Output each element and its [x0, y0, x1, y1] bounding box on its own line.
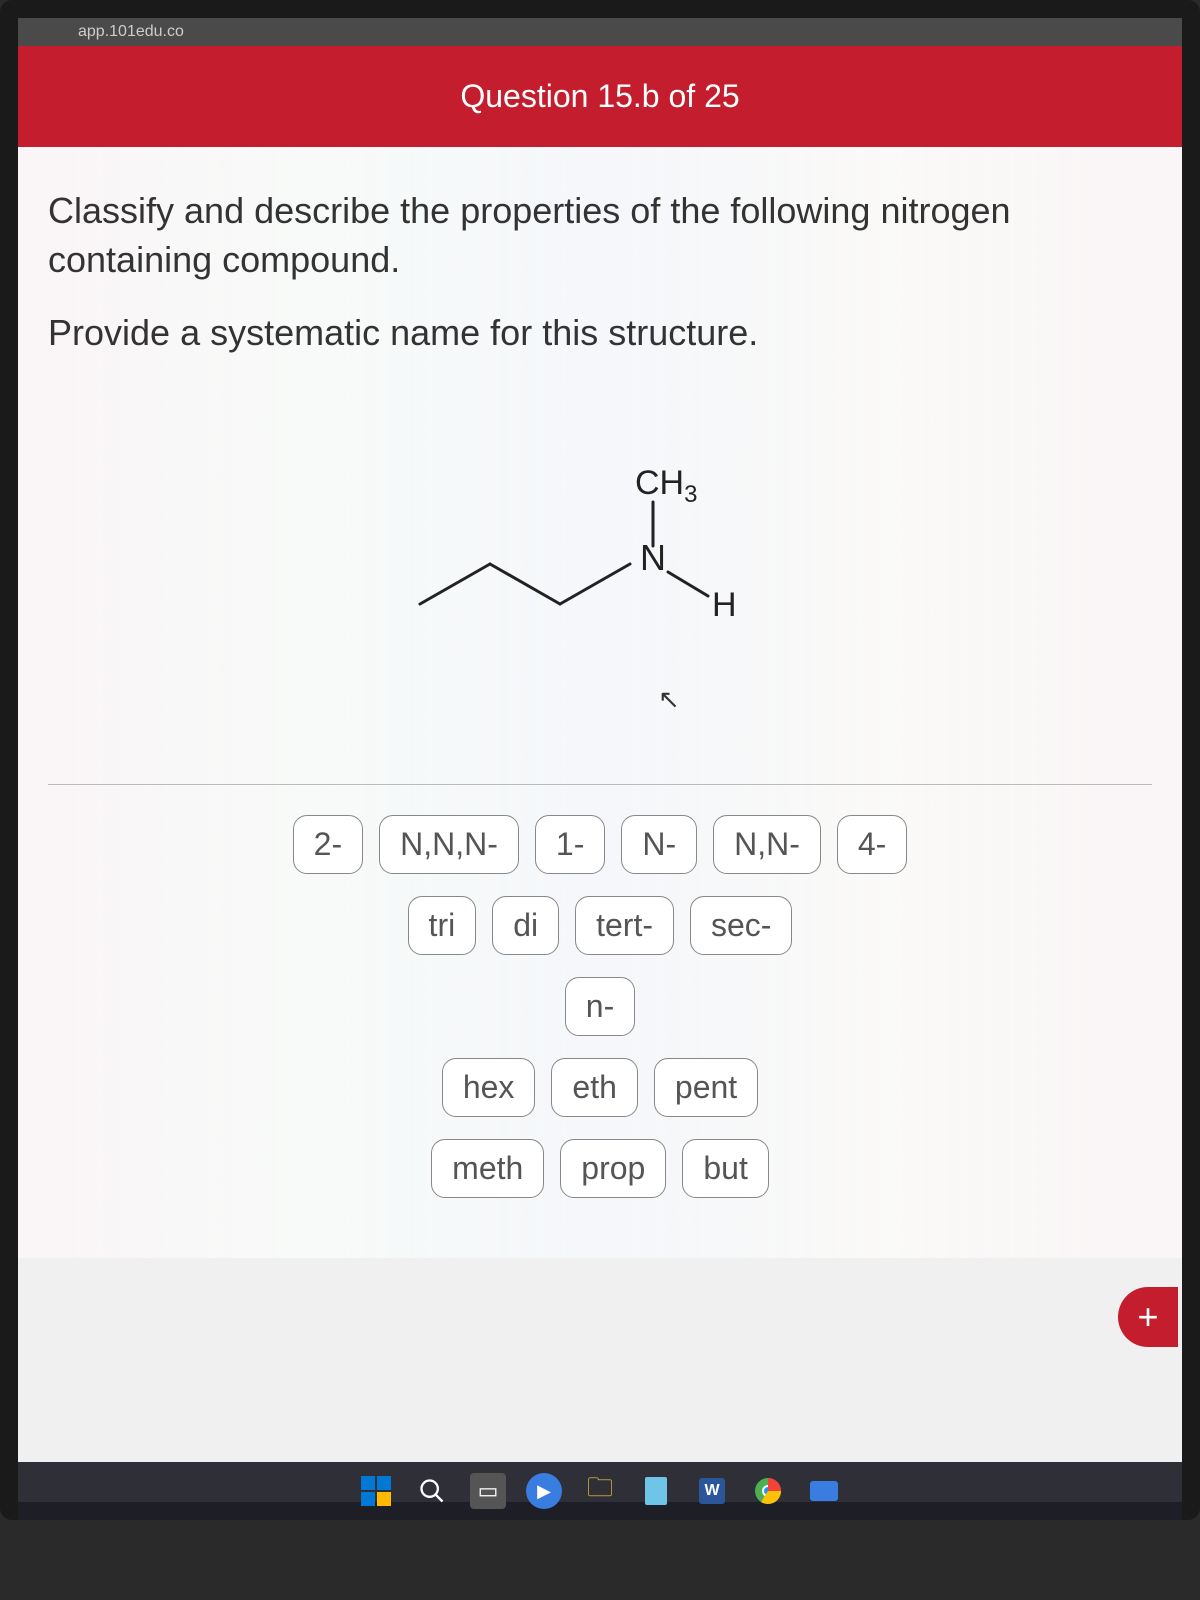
answer-chips-area: 2- N,N,N- 1- N- N,N- 4- tri di tert- sec…	[48, 815, 1152, 1238]
folder-icon: 🗀	[587, 1469, 613, 1513]
windows-icon	[361, 1476, 391, 1506]
chrome-button[interactable]	[750, 1473, 786, 1509]
chip-tri[interactable]: tri	[408, 896, 477, 955]
svg-text:CH3: CH3	[635, 464, 697, 508]
question-number: Question 15.b of 25	[460, 78, 739, 114]
word-button[interactable]: W	[694, 1473, 730, 1509]
chip-n-prefix[interactable]: n-	[565, 977, 635, 1036]
chip-row-4: hex eth pent	[442, 1058, 758, 1117]
chip-nn[interactable]: N,N-	[713, 815, 821, 874]
chip-eth[interactable]: eth	[551, 1058, 637, 1117]
chip-tert[interactable]: tert-	[575, 896, 674, 955]
chip-n[interactable]: N-	[621, 815, 697, 874]
chat-icon: ▶	[537, 1481, 551, 1502]
file-explorer-button[interactable]: 🗀	[582, 1473, 618, 1509]
chip-row-2: tri di tert- sec-	[408, 896, 793, 955]
label-ch: CH	[635, 464, 684, 502]
molecule-svg: CH3 N H	[390, 454, 810, 714]
chip-sec[interactable]: sec-	[690, 896, 792, 955]
add-fab-button[interactable]: +	[1118, 1287, 1178, 1347]
question-text: Classify and describe the properties of …	[48, 187, 1152, 284]
chip-di[interactable]: di	[492, 896, 559, 955]
chip-hex[interactable]: hex	[442, 1058, 536, 1117]
chip-1[interactable]: 1-	[535, 815, 605, 874]
word-icon: W	[699, 1478, 725, 1504]
windows-taskbar: ▭ ▶ 🗀 W	[18, 1462, 1182, 1520]
chip-row-1: 2- N,N,N- 1- N- N,N- 4-	[293, 815, 908, 874]
chemical-structure: CH3 N H ↖	[48, 394, 1152, 774]
search-icon	[418, 1477, 446, 1505]
url-text: app.101edu.co	[78, 23, 184, 41]
notes-icon	[645, 1477, 667, 1505]
task-view-button[interactable]: ▭	[470, 1473, 506, 1509]
chat-button[interactable]: ▶	[526, 1473, 562, 1509]
start-button[interactable]	[358, 1473, 394, 1509]
chip-row-3: n-	[565, 977, 635, 1036]
search-button[interactable]	[414, 1473, 450, 1509]
chip-row-5: meth prop but	[431, 1139, 769, 1198]
cursor-icon: ↖	[658, 684, 680, 715]
camera-icon	[810, 1481, 838, 1501]
chip-nnn[interactable]: N,N,N-	[379, 815, 519, 874]
camera-button[interactable]	[806, 1473, 842, 1509]
notes-button[interactable]	[638, 1473, 674, 1509]
content-area: Classify and describe the properties of …	[18, 147, 1182, 1258]
chip-meth[interactable]: meth	[431, 1139, 544, 1198]
question-header: Question 15.b of 25	[18, 46, 1182, 147]
label-n: N	[640, 537, 666, 578]
label-h: H	[712, 586, 737, 624]
chip-prop[interactable]: prop	[560, 1139, 666, 1198]
chip-4[interactable]: 4-	[837, 815, 907, 874]
browser-address-bar[interactable]: app.101edu.co	[18, 18, 1182, 46]
chip-but[interactable]: but	[682, 1139, 768, 1198]
screen-frame: app.101edu.co Question 15.b of 25 Classi…	[0, 0, 1200, 1520]
instruction-text: Provide a systematic name for this struc…	[48, 312, 1152, 354]
chip-2[interactable]: 2-	[293, 815, 363, 874]
label-ch-sub: 3	[684, 481, 697, 508]
divider	[48, 784, 1152, 785]
chip-pent[interactable]: pent	[654, 1058, 758, 1117]
chrome-icon	[754, 1477, 782, 1505]
